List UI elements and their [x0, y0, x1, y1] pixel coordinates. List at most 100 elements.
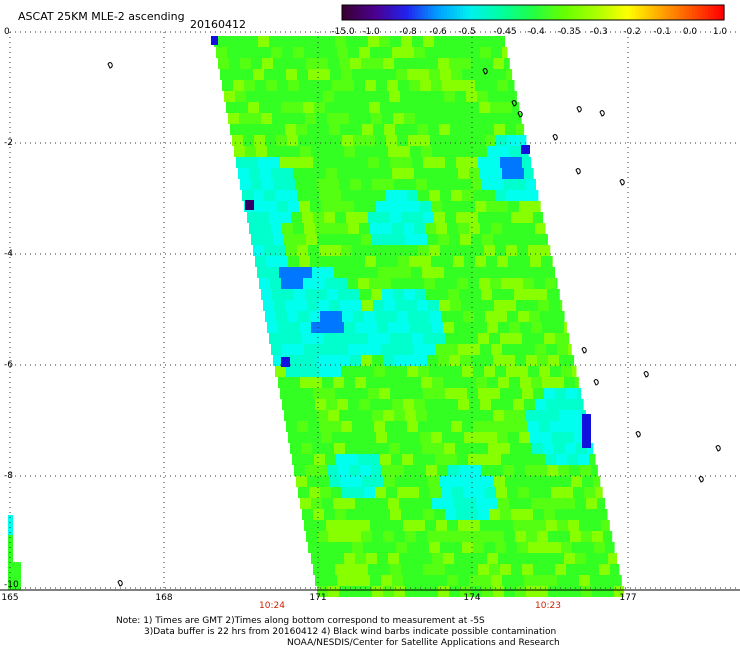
- colorbar-segment: [638, 5, 642, 20]
- swath-pixel: [471, 355, 482, 366]
- swath-pixel: [378, 443, 389, 454]
- colorbar-label: 1.0: [712, 27, 728, 37]
- swath-pixel: [337, 399, 348, 410]
- colorbar-segment: [472, 5, 477, 20]
- swath-pixel: [337, 168, 348, 179]
- colorbar-segment: [580, 5, 585, 20]
- swath-pixel: [385, 190, 396, 201]
- swath-pixel: [442, 432, 453, 443]
- colorbar-segment: [571, 5, 575, 20]
- swath-pixel: [361, 179, 372, 190]
- swath-pixel: [445, 36, 456, 47]
- swath-pixel: [473, 190, 484, 201]
- swath-pixel: [440, 245, 451, 256]
- swath-pixel: [537, 586, 548, 597]
- swath-pixel: [531, 377, 542, 388]
- swath-pixel: [421, 377, 432, 388]
- swath-pixel: [236, 157, 247, 168]
- swath-pixel: [426, 113, 437, 124]
- swath-pixel: [383, 586, 394, 597]
- swath-pixel: [348, 344, 359, 355]
- footnote-line: NOAA/NESDIS/Center for Satellite Applica…: [287, 638, 560, 648]
- swath-pixel: [560, 476, 571, 487]
- swath-pixel: [224, 91, 235, 102]
- swath-pixel: [303, 278, 314, 289]
- swath-pixel: [521, 267, 532, 278]
- swath-pixel: [453, 432, 464, 443]
- swath-pixel: [476, 498, 487, 509]
- swath-pixel: [515, 586, 526, 597]
- swath-pixel: [469, 520, 480, 531]
- swath-pixel: [315, 399, 326, 410]
- swath-pixel: [524, 399, 535, 410]
- swath-pixel: [478, 509, 489, 520]
- swath-pixel: [341, 542, 352, 553]
- swath-pixel: [334, 443, 345, 454]
- swath-pixel: [357, 509, 368, 520]
- swath-pixel: [467, 509, 478, 520]
- swath-pixel: [409, 432, 420, 443]
- swath-pixel: [401, 388, 412, 399]
- swath-pixel: [280, 36, 291, 47]
- swath-pixel: [467, 36, 478, 47]
- swath-pixel: [260, 168, 271, 179]
- swath-pixel: [364, 487, 375, 498]
- swath-pixel: [399, 498, 410, 509]
- swath-pixel: [526, 531, 537, 542]
- swath-pixel: [559, 586, 570, 597]
- swath-pixel: [258, 157, 269, 168]
- swath-pixel: [437, 289, 448, 300]
- swath-pixel: [517, 245, 528, 256]
- swath-pixel: [329, 300, 340, 311]
- colorbar-segment: [421, 5, 426, 20]
- swath-pixel: [416, 355, 427, 366]
- swath-pixel: [421, 553, 432, 564]
- swath-pixel: [383, 179, 394, 190]
- swath-pixel: [345, 443, 356, 454]
- swath-pixel: [494, 300, 505, 311]
- swath-pixel: [335, 212, 346, 223]
- swath-pixel: [517, 190, 528, 201]
- colorbar-segment: [494, 5, 499, 20]
- swath-pixel: [539, 245, 550, 256]
- swath-pixel: [529, 487, 540, 498]
- swath-pixel: [295, 234, 306, 245]
- swath-pixel: [247, 36, 258, 47]
- swath-pixel: [293, 47, 304, 58]
- swath-pixel: [354, 256, 365, 267]
- swath-pixel: [489, 564, 500, 575]
- swath-pixel: [297, 366, 308, 377]
- swath-pixel: [504, 410, 515, 421]
- swath-pixel: [291, 212, 302, 223]
- swath-pixel: [302, 509, 313, 520]
- swath-pixel: [355, 498, 366, 509]
- swath-pixel: [349, 289, 360, 300]
- swath-pixel: [484, 190, 495, 201]
- swath-pixel: [352, 245, 363, 256]
- swath-pixel: [326, 520, 337, 531]
- swath-pixel: [464, 201, 475, 212]
- swath-pixel: [270, 278, 281, 289]
- colorbar-segment: [574, 5, 579, 20]
- swath-pixel: [557, 344, 568, 355]
- swath-pixel: [548, 586, 559, 597]
- swath-pixel: [436, 47, 447, 58]
- lat-label: -8: [4, 471, 13, 481]
- swath-pixel: [583, 542, 594, 553]
- swath-pixel: [516, 300, 527, 311]
- swath-pixel: [540, 311, 551, 322]
- colorbar-segment: [364, 5, 369, 20]
- swath-pixel: [530, 432, 541, 443]
- swath-pixel: [388, 146, 399, 157]
- swath-pixel: [290, 267, 301, 278]
- swath-pixel: [489, 212, 500, 223]
- island-coastlines: [107, 62, 721, 587]
- swath-pixel: [482, 531, 493, 542]
- swath-pixel: [566, 564, 577, 575]
- swath-pixel: [268, 267, 279, 278]
- swath-pixel: [571, 476, 582, 487]
- swath-pixel: [251, 234, 262, 245]
- swath-pixel: [328, 234, 339, 245]
- swath-pixel: [380, 454, 391, 465]
- swath-pixel: [292, 102, 303, 113]
